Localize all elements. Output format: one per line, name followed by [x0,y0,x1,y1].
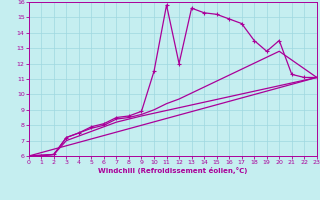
X-axis label: Windchill (Refroidissement éolien,°C): Windchill (Refroidissement éolien,°C) [98,167,247,174]
